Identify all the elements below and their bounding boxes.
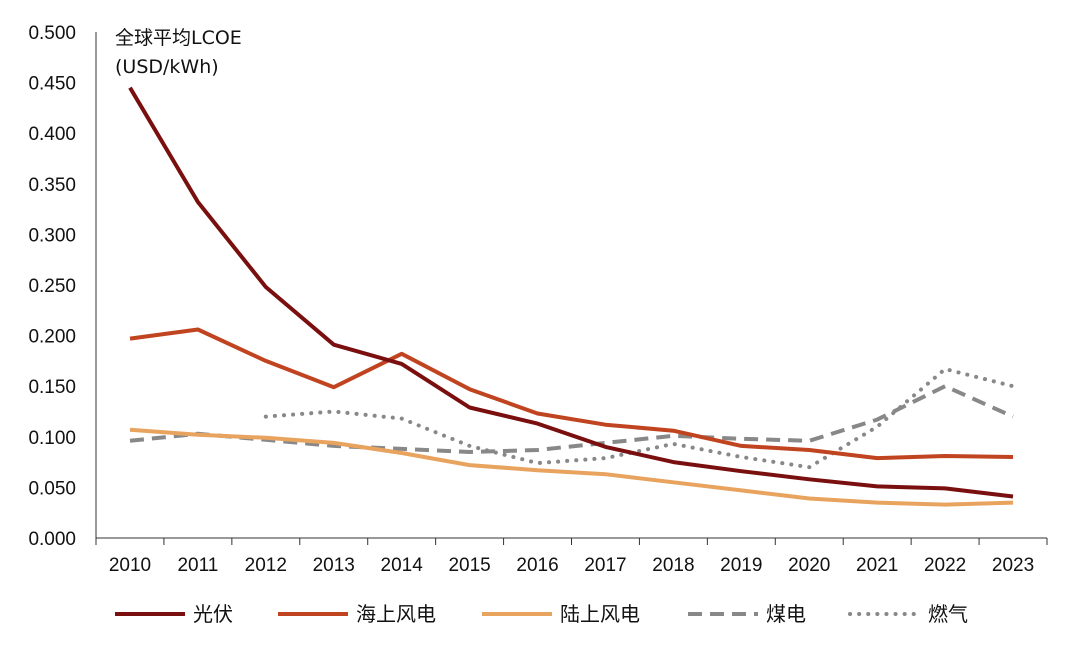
x-tick-label: 2016	[516, 555, 558, 576]
y-axis-label-line2: (USD/kWh)	[115, 56, 219, 78]
y-tick-label: 0.400	[28, 124, 76, 145]
legend-label: 光伏	[193, 602, 233, 626]
y-tick-label: 0.300	[28, 225, 76, 246]
series-line-4	[129, 384, 1014, 454]
y-tick-label: 0.150	[28, 377, 76, 398]
y-axis-label-line1: 全球平均LCOE	[115, 27, 242, 49]
series-line-1	[128, 86, 1014, 499]
x-tick-label: 2013	[313, 555, 355, 576]
y-tick-label: 0.100	[28, 428, 76, 449]
x-tick-label: 2018	[652, 555, 694, 576]
x-tick-label: 2014	[381, 555, 424, 576]
x-tick-label: 2015	[448, 555, 490, 576]
x-ticks	[95, 538, 1048, 545]
x-tick-label: 2023	[992, 555, 1034, 576]
y-tick-label: 0.250	[28, 276, 76, 297]
series-line-5	[263, 367, 1015, 470]
legend-label: 煤电	[766, 602, 806, 626]
x-tick-label: 2017	[584, 555, 626, 576]
x-tick-label: 2012	[245, 555, 287, 576]
x-tick-label: 2022	[924, 555, 966, 576]
y-tick-label: 0.050	[28, 478, 76, 499]
legend-label: 陆上风电	[560, 602, 640, 626]
x-tick-label: 2020	[788, 555, 830, 576]
y-tick-labels: 0.000 0.050 0.100 0.150 0.200 0.250 0.300 0.350…	[28, 23, 76, 550]
series-line-2	[129, 327, 1014, 461]
x-tick-label: 2011	[177, 555, 218, 576]
y-tick-label: 0.200	[28, 327, 76, 348]
legend: 光伏 海上风电 陆上风电 煤电 燃气	[115, 602, 968, 626]
y-tick-label: 0.450	[28, 74, 76, 95]
x-tick-labels: 2010 2011 2012 2013 2014 2015 2016 2017 2018 2019…	[109, 555, 1034, 576]
series-line-3	[129, 427, 1014, 507]
x-tick-label: 2021	[856, 555, 898, 576]
series-lines	[128, 86, 1015, 507]
x-tick-label: 2019	[720, 555, 762, 576]
y-tick-label: 0.500	[28, 23, 76, 44]
y-tick-label: 0.350	[28, 175, 76, 196]
legend-label: 海上风电	[356, 602, 436, 626]
x-tick-label: 2010	[109, 555, 151, 576]
axes	[95, 32, 1047, 539]
y-tick-label: 0.000	[28, 529, 76, 550]
legend-label: 燃气	[928, 602, 968, 626]
